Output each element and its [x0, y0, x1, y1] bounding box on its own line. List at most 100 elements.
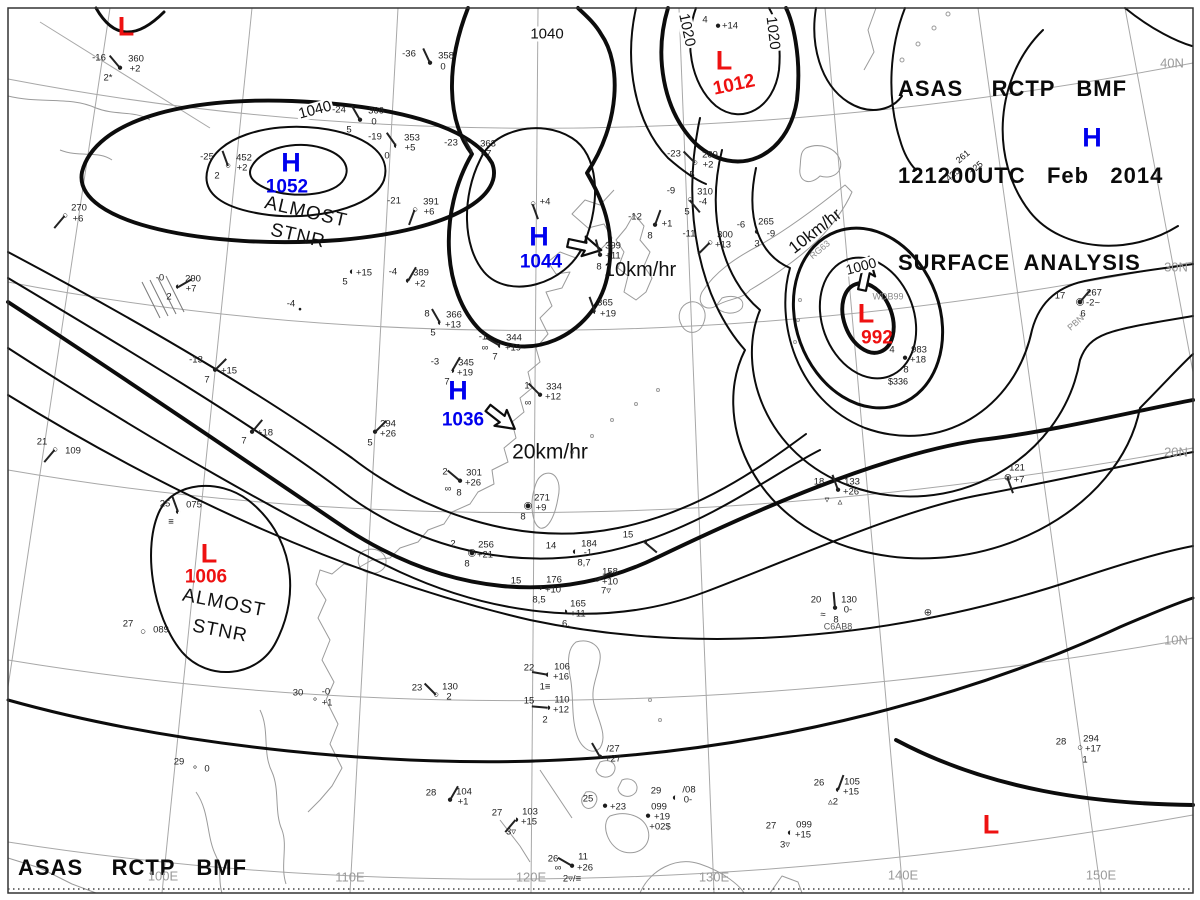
station-value: +7 [185, 283, 197, 295]
station-value: 300 [717, 229, 733, 241]
station-symbol-icon: ● [714, 20, 722, 32]
station-symbol-icon: ● [601, 800, 609, 812]
station-value: 25 [582, 793, 594, 805]
station-value: ▵2 [827, 796, 839, 808]
station-value: +2 [702, 159, 714, 171]
station-value: -9 [766, 228, 776, 240]
station-value: 104 [456, 786, 472, 798]
pressure-center-symbol: H [1082, 122, 1102, 153]
isobar-label: 1020 [762, 13, 784, 53]
station-value: +2 [236, 162, 248, 174]
station-value: 5 [346, 124, 352, 136]
station-symbol-icon: ◐ [496, 340, 504, 352]
pressure-center-symbol: L [857, 298, 875, 329]
station-value: +2 [129, 63, 141, 75]
station-value: 6 [1080, 308, 1086, 320]
station-symbol-icon: ◐ [753, 226, 761, 238]
station-symbol-icon: ◐ [348, 266, 356, 278]
station-symbol-icon: ● [456, 475, 464, 487]
station-value: 7▿ [600, 585, 612, 597]
station-value: -23 [667, 148, 681, 160]
station-value: -12 [628, 211, 642, 223]
station-value: -0 [321, 686, 331, 698]
station-value: 353 [404, 132, 420, 144]
station-value: ∞ [554, 862, 562, 874]
station-value: 15 [510, 575, 522, 587]
station-value: +16 [552, 671, 570, 683]
chart-title-top-right: ASAS RCTP BMF 121200UTC Feb 2014 SURFACE… [898, 16, 1163, 335]
station-value: +26 [842, 486, 860, 498]
pressure-center-value: 992 [861, 327, 893, 349]
station-value: +15 [842, 786, 860, 798]
station-value: 399 [605, 240, 621, 252]
station-value: -13 [189, 354, 203, 366]
pressure-center-symbol: H [448, 375, 468, 406]
station-value: 8 [456, 487, 462, 499]
station-symbol-icon: ● [644, 810, 652, 822]
station-value: 109 [65, 445, 81, 457]
station-value: 110 [554, 694, 570, 706]
station-value: +26 [464, 477, 482, 489]
station-value: 3 [754, 238, 760, 250]
movement-arrow [484, 403, 516, 431]
station-symbol-icon: ∘ [311, 694, 319, 706]
station-value: 5 [367, 437, 373, 449]
station-value: 26 [813, 777, 825, 789]
station-value: +11 [570, 608, 586, 620]
map-frame [7, 7, 1194, 894]
station-value: 294 [1083, 733, 1099, 745]
title-line: 121200UTC Feb 2014 [898, 163, 1164, 188]
station-value: 344 [506, 332, 522, 344]
station-symbol-icon: ◐ [591, 306, 599, 318]
station-value: 983 [911, 344, 927, 356]
station-symbol-icon: ∘ [191, 762, 199, 774]
station-value: +9 [535, 502, 547, 514]
station-value: 290 [185, 273, 201, 285]
station-value: 294 [380, 418, 396, 430]
station-value: 21 [36, 436, 48, 448]
station-value: 2 [442, 466, 448, 478]
station-symbol-icon: ● [356, 114, 364, 126]
station-value: +2 [414, 278, 426, 290]
station-value: 365 [597, 297, 613, 309]
station-value: 105 [844, 776, 860, 788]
station-value: 11 [578, 851, 588, 863]
station-value: -1 [478, 331, 488, 343]
station-symbol-icon: ◐ [544, 669, 552, 681]
station-value: 121 [1009, 462, 1025, 474]
pressure-center-value: 1044 [519, 251, 563, 273]
station-value: 20 [810, 594, 822, 606]
station-value: ∞ [444, 483, 452, 495]
station-symbol-icon: ◉ [467, 547, 477, 559]
station-value: 27 [491, 807, 503, 819]
station-value: +02$ [649, 821, 671, 833]
wind-barb-icon [531, 705, 549, 709]
latitude-label: 20N [1164, 444, 1188, 460]
station-symbol-icon: ◐ [174, 506, 182, 518]
station-value: 301 [466, 467, 482, 479]
station-value: 360 [128, 53, 144, 65]
station-value: -6 [736, 219, 746, 231]
station-value: 1≡ [539, 681, 551, 693]
station-symbol-icon: ◐ [392, 140, 400, 152]
station-value: -9 [666, 185, 676, 197]
station-value: 184 [581, 538, 597, 550]
station-value: 2 [214, 170, 220, 182]
station-value: 271 [534, 492, 550, 504]
station-value: -2~ [1086, 297, 1100, 309]
latitude-label: 30N [1164, 259, 1188, 275]
station-value: -21 [387, 195, 401, 207]
station-value: +21 [476, 549, 494, 561]
ship-id-label: C6AB8 [823, 621, 853, 632]
station-value: 8 [647, 230, 653, 242]
pressure-center-value: 1036 [441, 409, 485, 431]
wind-barb-icon [408, 209, 416, 226]
station-value: 15 [622, 529, 634, 541]
station-value: +10 [544, 584, 562, 596]
station-value: 22 [523, 662, 535, 674]
station-value: 7 [204, 374, 210, 386]
latitude-label: 40N [1160, 55, 1184, 71]
station-symbol-icon: ○ [432, 689, 440, 701]
